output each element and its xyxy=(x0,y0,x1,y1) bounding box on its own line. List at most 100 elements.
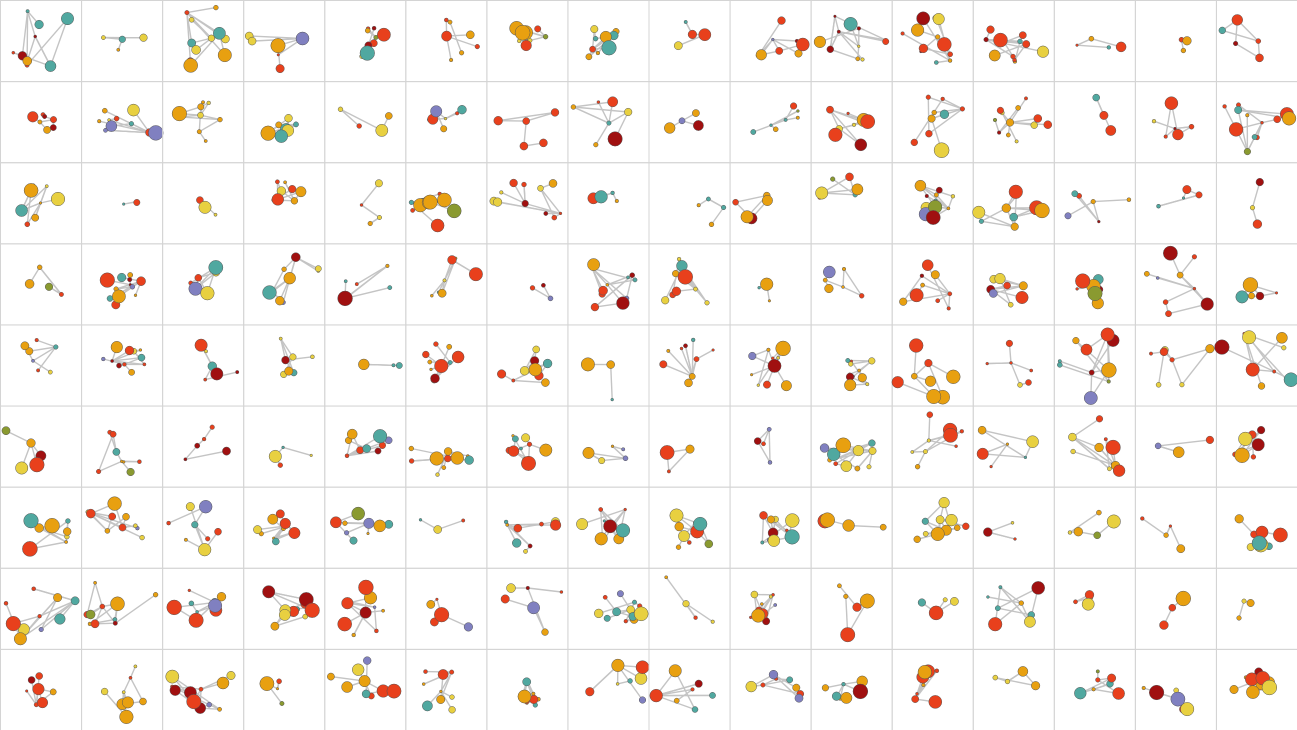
node xyxy=(1095,677,1101,683)
node xyxy=(22,56,33,66)
edge xyxy=(921,275,951,295)
network-cell xyxy=(1215,0,1297,83)
node xyxy=(997,130,1002,135)
node xyxy=(1043,120,1053,129)
node xyxy=(930,527,945,541)
node xyxy=(275,121,283,129)
node xyxy=(188,612,204,628)
network-cell xyxy=(891,648,974,730)
node xyxy=(931,109,937,116)
edge xyxy=(785,117,798,121)
node xyxy=(1180,47,1187,54)
edge xyxy=(922,18,951,61)
node xyxy=(374,628,379,634)
node xyxy=(133,523,138,528)
network-cell xyxy=(567,243,650,326)
node xyxy=(532,345,540,354)
node xyxy=(1273,527,1288,543)
node xyxy=(408,445,414,452)
edge xyxy=(86,582,96,615)
node xyxy=(133,199,141,206)
edge xyxy=(981,429,1026,458)
node xyxy=(373,429,388,444)
node xyxy=(996,106,1004,114)
node xyxy=(1192,286,1197,291)
edge xyxy=(934,108,963,114)
node xyxy=(1092,93,1100,102)
node xyxy=(136,276,146,286)
node xyxy=(1075,43,1079,47)
cell-border xyxy=(162,243,245,326)
edge xyxy=(928,96,963,110)
network-cell xyxy=(1215,81,1297,164)
edge xyxy=(186,6,217,14)
edge xyxy=(198,106,202,132)
node xyxy=(34,19,44,30)
node xyxy=(309,453,313,457)
network-cell xyxy=(891,486,974,569)
cell-border xyxy=(486,648,569,730)
node xyxy=(34,523,44,533)
node xyxy=(935,186,943,194)
node xyxy=(284,114,293,123)
cell-border xyxy=(324,0,407,83)
node xyxy=(127,277,133,283)
node xyxy=(1245,113,1250,118)
node xyxy=(750,129,757,135)
node xyxy=(947,291,953,297)
node xyxy=(821,684,829,692)
node xyxy=(441,30,452,42)
edge xyxy=(39,266,62,295)
node xyxy=(183,537,188,542)
network-cell xyxy=(1215,405,1297,488)
node xyxy=(1274,291,1279,295)
node xyxy=(262,585,276,599)
network-cell xyxy=(243,162,326,245)
node xyxy=(442,278,447,283)
network-cell xyxy=(405,162,488,245)
node xyxy=(1036,45,1050,58)
node xyxy=(443,447,453,456)
network-cell xyxy=(1134,0,1217,83)
network-cell xyxy=(486,486,569,569)
node xyxy=(925,94,931,100)
node xyxy=(521,455,536,471)
node xyxy=(1103,437,1108,442)
node xyxy=(187,588,191,593)
node xyxy=(1162,299,1169,305)
node xyxy=(1073,527,1083,537)
edge xyxy=(168,506,206,524)
edge xyxy=(948,293,951,309)
network-cell xyxy=(243,243,326,326)
node xyxy=(213,26,226,40)
node xyxy=(101,35,106,40)
node xyxy=(430,218,445,233)
edge xyxy=(1071,436,1110,470)
node xyxy=(120,459,124,464)
node xyxy=(194,274,203,282)
network-cell xyxy=(1053,648,1136,730)
node xyxy=(914,464,921,470)
node xyxy=(693,286,698,292)
node xyxy=(760,682,766,688)
node xyxy=(1180,702,1195,717)
network-cell xyxy=(324,648,407,730)
node xyxy=(926,389,942,404)
node xyxy=(1112,464,1126,477)
node xyxy=(1107,673,1117,683)
edge xyxy=(373,607,378,631)
node xyxy=(359,45,375,61)
node xyxy=(623,507,627,512)
network-cell xyxy=(81,0,164,83)
node xyxy=(37,614,42,619)
node xyxy=(196,129,202,135)
network-cell xyxy=(648,486,731,569)
edge xyxy=(834,16,840,32)
node xyxy=(289,353,297,361)
node xyxy=(909,288,924,303)
node xyxy=(866,464,872,470)
node xyxy=(1084,590,1095,600)
node xyxy=(371,25,377,31)
node xyxy=(921,682,926,688)
cell-border xyxy=(81,405,164,488)
